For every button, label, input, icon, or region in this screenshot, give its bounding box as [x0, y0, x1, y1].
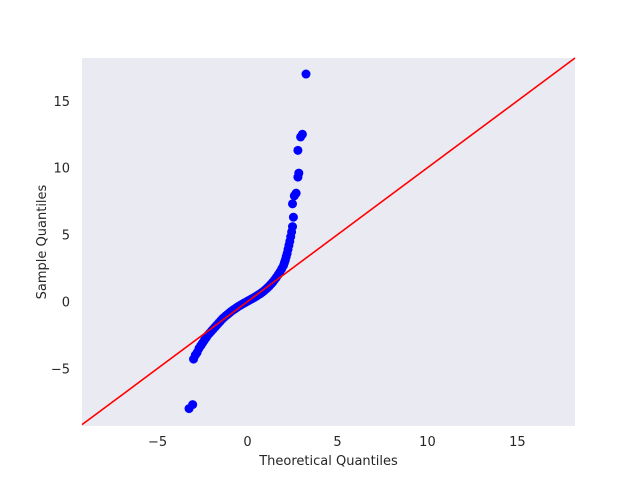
data-point — [301, 69, 311, 79]
data-point — [288, 212, 298, 222]
reference-line — [81, 57, 576, 426]
data-point — [288, 199, 298, 209]
data-point — [293, 145, 303, 155]
x-tick-label: 0 — [243, 435, 251, 450]
x-tick-label: 5 — [333, 435, 341, 450]
y-tick-labels: −5 0 5 10 15 — [51, 95, 70, 378]
y-tick-label: 15 — [53, 95, 70, 110]
y-tick-label: −5 — [51, 362, 70, 377]
y-axis-label: Sample Quantiles — [35, 184, 50, 299]
y-tick-label: 0 — [62, 296, 70, 311]
y-tick-label: 10 — [53, 162, 70, 177]
data-point — [188, 400, 198, 410]
x-axis-label: Theoretical Quantiles — [258, 454, 398, 469]
data-point — [288, 222, 298, 232]
x-tick-label: −5 — [148, 435, 167, 450]
data-point — [294, 168, 304, 178]
data-points — [184, 69, 311, 414]
y-tick-label: 5 — [62, 229, 70, 244]
data-point — [291, 188, 301, 198]
x-tick-labels: −5 0 5 10 15 — [148, 435, 526, 450]
reference-line-layer — [81, 57, 576, 426]
data-point — [297, 129, 307, 139]
x-tick-label: 10 — [419, 435, 436, 450]
x-tick-label: 15 — [509, 435, 526, 450]
